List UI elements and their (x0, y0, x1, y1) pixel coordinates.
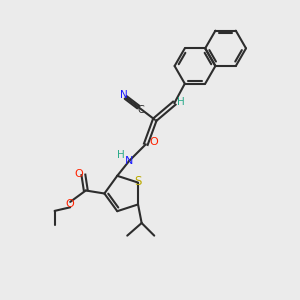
Text: N: N (125, 156, 134, 166)
Text: N: N (120, 90, 128, 100)
Text: S: S (134, 175, 142, 188)
Text: C: C (138, 105, 144, 115)
Text: O: O (150, 137, 159, 147)
Text: H: H (117, 150, 125, 161)
Text: O: O (74, 169, 83, 179)
Text: O: O (66, 199, 75, 209)
Text: H: H (177, 97, 185, 107)
